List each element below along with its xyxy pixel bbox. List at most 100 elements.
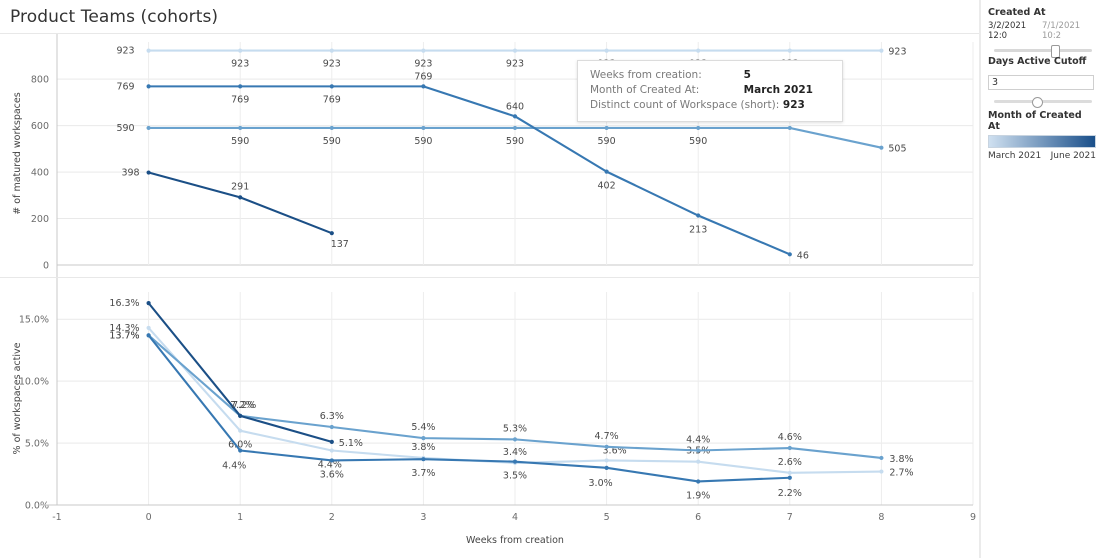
created-at-slider[interactable] (988, 43, 1096, 57)
data-point[interactable] (330, 231, 334, 235)
x-tick-label: 5 (604, 512, 610, 523)
data-label: 1.9% (686, 490, 710, 501)
x-tick-label: 3 (420, 512, 426, 523)
data-point[interactable] (788, 476, 792, 480)
data-label: 13.7% (109, 330, 139, 341)
month-of-created-at-label: Month of Created At (988, 110, 1096, 132)
days-active-cutoff-input[interactable] (988, 75, 1094, 90)
data-point[interactable] (421, 48, 425, 52)
data-point[interactable] (147, 48, 151, 52)
created-at-min-value[interactable]: 3/2/2021 12:0 (988, 21, 1042, 41)
sidebar-divider (980, 0, 981, 558)
data-label: 3.0% (589, 478, 613, 489)
data-label: 291 (231, 181, 249, 192)
dashboard-root: Product Teams (cohorts) 0200400600800# o… (0, 0, 1100, 558)
tooltip-row: Distinct count of Workspace (short): 923 (590, 98, 830, 113)
data-point[interactable] (238, 84, 242, 88)
data-point[interactable] (147, 333, 151, 337)
x-tick-label: 0 (146, 512, 152, 523)
data-label: 590 (506, 136, 524, 147)
series-june-2021[interactable]: 398291137 (121, 168, 348, 251)
data-label: 6.3% (320, 411, 344, 422)
days-active-cutoff-slider-handle[interactable] (1032, 97, 1043, 108)
data-label: 3.8% (889, 454, 913, 465)
data-point[interactable] (879, 48, 883, 52)
days-active-cutoff-slider[interactable] (988, 94, 1096, 108)
data-point[interactable] (696, 460, 700, 464)
data-point[interactable] (330, 48, 334, 52)
data-point[interactable] (605, 458, 609, 462)
x-tick-label: -1 (52, 512, 61, 523)
legend-low-label: March 2021 (988, 151, 1041, 161)
data-point[interactable] (513, 437, 517, 441)
data-point[interactable] (513, 114, 517, 118)
data-point[interactable] (513, 460, 517, 464)
data-point[interactable] (147, 326, 151, 330)
created-at-max-value[interactable]: 7/1/2021 10:2 (1042, 21, 1096, 41)
data-label: 5.4% (411, 422, 435, 433)
data-label: 3.4% (503, 447, 527, 458)
data-label: 4.4% (686, 435, 710, 446)
data-point[interactable] (788, 48, 792, 52)
data-point[interactable] (788, 252, 792, 256)
data-point[interactable] (421, 457, 425, 461)
data-point[interactable] (238, 48, 242, 52)
data-point[interactable] (238, 126, 242, 130)
data-point[interactable] (696, 126, 700, 130)
data-point[interactable] (421, 436, 425, 440)
data-point[interactable] (605, 170, 609, 174)
data-point[interactable] (696, 448, 700, 452)
data-point[interactable] (788, 471, 792, 475)
data-point[interactable] (238, 414, 242, 418)
data-point[interactable] (147, 84, 151, 88)
data-point[interactable] (147, 126, 151, 130)
data-point[interactable] (605, 48, 609, 52)
data-label: 4.4% (222, 461, 246, 472)
data-point[interactable] (330, 458, 334, 462)
tooltip-key: Weeks from creation: (590, 68, 740, 83)
data-point[interactable] (238, 195, 242, 199)
data-point[interactable] (696, 213, 700, 217)
data-point[interactable] (879, 456, 883, 460)
data-point[interactable] (147, 170, 151, 174)
data-point[interactable] (605, 445, 609, 449)
created-at-label: Created At (988, 7, 1096, 18)
data-point[interactable] (605, 466, 609, 470)
data-point[interactable] (238, 448, 242, 452)
y-tick-label: 800 (31, 75, 49, 86)
created-at-slider-track[interactable] (994, 49, 1092, 52)
data-point[interactable] (421, 126, 425, 130)
days-active-cutoff-label: Days Active Cutoff (988, 56, 1096, 67)
data-label: 640 (506, 101, 524, 112)
data-point[interactable] (238, 429, 242, 433)
color-gradient-bar[interactable] (988, 135, 1096, 148)
viz-container: Product Teams (cohorts) 0200400600800# o… (0, 0, 979, 558)
data-point[interactable] (330, 84, 334, 88)
data-point[interactable] (788, 446, 792, 450)
data-point[interactable] (513, 126, 517, 130)
chart-workspaces-active-svg[interactable]: 0.0%5.0%10.0%15.0%% of workspaces active… (0, 278, 979, 558)
y-tick-label: 10.0% (19, 377, 49, 388)
x-tick-label: 9 (970, 512, 976, 523)
x-axis-title: Weeks from creation (466, 535, 564, 546)
days-active-cutoff-slider-track[interactable] (994, 100, 1092, 103)
data-point[interactable] (696, 479, 700, 483)
data-point[interactable] (513, 48, 517, 52)
data-point[interactable] (330, 448, 334, 452)
data-label: 590 (116, 123, 134, 134)
data-point[interactable] (330, 440, 334, 444)
data-point[interactable] (879, 469, 883, 473)
tooltip-key: Month of Created At: (590, 83, 740, 98)
data-point[interactable] (696, 48, 700, 52)
data-label: 590 (598, 136, 616, 147)
data-point[interactable] (605, 126, 609, 130)
data-point[interactable] (788, 126, 792, 130)
x-tick-label: 8 (878, 512, 884, 523)
data-point[interactable] (421, 84, 425, 88)
data-point[interactable] (330, 425, 334, 429)
data-point[interactable] (147, 301, 151, 305)
data-point[interactable] (879, 146, 883, 150)
data-point[interactable] (330, 126, 334, 130)
data-label: 923 (888, 47, 906, 58)
tooltip-row: Month of Created At: March 2021 (590, 83, 830, 98)
